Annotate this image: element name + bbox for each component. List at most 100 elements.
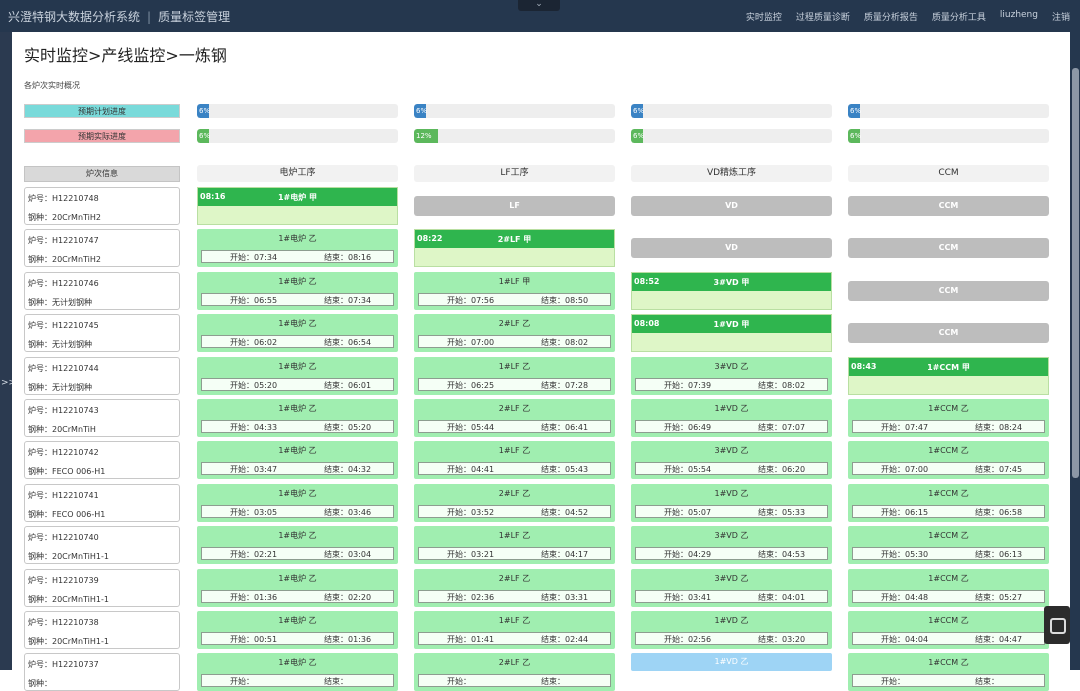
module-title[interactable]: 质量标签管理 bbox=[158, 10, 231, 24]
stage-cell-completed[interactable]: 1#CCM 乙开始：07:47 结束：08:24 bbox=[848, 399, 1049, 437]
start-time: 08:16 bbox=[200, 192, 226, 201]
stage-cell-completed[interactable]: 3#VD 乙开始：04:29 结束：04:53 bbox=[631, 526, 832, 565]
equipment-name: 1#CCM 甲 bbox=[927, 362, 970, 372]
equipment-name: 1#LF 乙 bbox=[498, 531, 531, 541]
nav-username[interactable]: liuzheng bbox=[999, 10, 1038, 20]
stage-cell-completed[interactable]: 1#LF 乙开始：06:25 结束：07:28 bbox=[414, 356, 615, 395]
stage-cell-in-progress[interactable]: 2#LF 甲 08:22 bbox=[414, 229, 615, 268]
stage-cell-in-progress[interactable]: 3#VD 甲 08:52 bbox=[631, 271, 832, 310]
steel-grade: 钢种：无计划钢种 bbox=[28, 340, 92, 350]
equipment-name: 1#电炉 乙 bbox=[278, 616, 317, 625]
time-range: 开始：06:15 结束：06:58 bbox=[852, 504, 1045, 518]
stage-cell-completed[interactable]: 1#LF 乙开始：03:21 结束：04:17 bbox=[414, 526, 615, 565]
furnace-card[interactable]: 炉号：H12210741 钢种：FECO 006-H1 bbox=[24, 483, 180, 522]
stage-cell-in-progress[interactable]: 1#电炉 甲 08:16 bbox=[197, 187, 398, 225]
nav-logout[interactable]: 注销 bbox=[1051, 13, 1070, 23]
stage-cell-in-progress[interactable]: 1#VD 甲 08:08 bbox=[631, 314, 832, 353]
furnace-info-header: 炉次信息 bbox=[24, 166, 180, 182]
stage-cell-completed[interactable]: 2#LF 乙开始： 结束： bbox=[414, 653, 615, 691]
stage-cell-completed[interactable]: 2#LF 乙开始：07:00 结束：08:02 bbox=[414, 314, 615, 353]
furnace-card[interactable]: 炉号：H12210737 钢种： bbox=[24, 653, 180, 691]
stage-cell-completed[interactable]: 1#LF 乙开始：04:41 结束：05:43 bbox=[414, 441, 615, 480]
scrollbar-thumb[interactable] bbox=[1072, 68, 1079, 478]
stage-cell-completed[interactable]: 1#CCM 乙开始：06:15 结束：06:58 bbox=[848, 483, 1049, 522]
stage-cell-completed[interactable]: 2#LF 乙开始：03:52 结束：04:52 bbox=[414, 483, 615, 522]
furnace-card[interactable]: 炉号：H12210744 钢种：无计划钢种 bbox=[24, 356, 180, 395]
stage-cell-completed[interactable]: 1#VD 乙开始：05:07 结束：05:33 bbox=[631, 483, 832, 522]
steel-grade: 钢种：20CrMnTiH1-1 bbox=[28, 637, 109, 646]
stage-cell-in-progress[interactable]: 1#CCM 甲 08:43 bbox=[848, 356, 1049, 395]
furnace-card[interactable]: 炉号：H12210740 钢种：20CrMnTiH1-1 bbox=[24, 526, 180, 565]
stage-cell-completed[interactable]: 1#LF 乙开始：01:41 结束：02:44 bbox=[414, 611, 615, 649]
furnace-card[interactable]: 炉号：H12210745 钢种：无计划钢种 bbox=[24, 314, 180, 353]
collapse-header-button[interactable]: ⌄ bbox=[518, 0, 560, 11]
in-progress-header: 1#CCM 甲 08:43 bbox=[849, 357, 1048, 376]
stage-cell-pending[interactable]: LF bbox=[414, 196, 615, 216]
stage-cell-completed[interactable]: 1#电炉 乙开始：04:33 结束：05:20 bbox=[197, 399, 398, 437]
furnace-card[interactable]: 炉号：H12210748 钢种：20CrMnTiH2 bbox=[24, 187, 180, 225]
stage-cell-completed[interactable]: 1#CCM 乙开始：05:30 结束：06:13 bbox=[848, 526, 1049, 565]
stage-cell-pending[interactable]: VD bbox=[631, 196, 832, 216]
stage-cell-highlighted[interactable]: 1#VD 乙 bbox=[631, 653, 832, 672]
furnace-card[interactable]: 炉号：H12210739 钢种：20CrMnTiH1-1 bbox=[24, 568, 180, 607]
floating-app-icon[interactable] bbox=[1044, 606, 1070, 644]
stage-cell-completed[interactable]: 1#电炉 乙开始：02:21 结束：03:04 bbox=[197, 526, 398, 565]
stage-cell-pending[interactable]: CCM bbox=[848, 280, 1049, 301]
equipment-name: 1#电炉 乙 bbox=[278, 446, 317, 456]
stage-cell-pending[interactable]: CCM bbox=[848, 238, 1049, 259]
furnace-card[interactable]: 炉号：H12210743 钢种：20CrMnTiH bbox=[24, 399, 180, 437]
steel-grade: 钢种：无计划钢种 bbox=[28, 297, 92, 307]
stage-cell-completed[interactable]: 1#VD 乙开始：02:56 结束：03:20 bbox=[631, 611, 832, 649]
stage-cell-completed[interactable]: 1#电炉 乙开始：03:47 结束：04:32 bbox=[197, 441, 398, 480]
actual-progress-bar-ccm: 6% bbox=[848, 129, 1049, 143]
time-range: 开始：01:36 结束：02:20 bbox=[201, 589, 394, 603]
equipment-name: 2#LF 甲 bbox=[497, 235, 532, 245]
equipment-name: 1#VD 甲 bbox=[713, 320, 750, 330]
stage-cell-completed[interactable]: 3#VD 乙开始：05:54 结束：06:20 bbox=[631, 441, 832, 480]
expand-sidebar-icon[interactable]: >> bbox=[1, 378, 17, 388]
furnace-card[interactable]: 炉号：H12210747 钢种：20CrMnTiH2 bbox=[24, 229, 180, 268]
stage-cell-completed[interactable]: 3#VD 乙开始：07:39 结束：08:02 bbox=[631, 356, 832, 395]
nav-quality-report[interactable]: 质量分析报告 bbox=[863, 13, 918, 23]
furnace-card[interactable]: 炉号：H12210746 钢种：无计划钢种 bbox=[24, 271, 180, 310]
stage-cell-completed[interactable]: 1#电炉 乙开始：03:05 结束：03:46 bbox=[197, 483, 398, 522]
stage-cell-completed[interactable]: 1#CCM 乙开始： 结束： bbox=[848, 653, 1049, 691]
stage-cell-completed[interactable]: 1#电炉 乙开始：06:02 结束：06:54 bbox=[197, 314, 398, 353]
stage-cell-completed[interactable]: 1#LF 甲开始：07:56 结束：08:50 bbox=[414, 271, 615, 310]
stage-cell-completed[interactable]: 1#CCM 乙开始：04:48 结束：05:27 bbox=[848, 568, 1049, 607]
stage-cell-pending[interactable]: CCM bbox=[848, 323, 1049, 344]
nav-realtime-monitor[interactable]: 实时监控 bbox=[745, 13, 782, 23]
start-time: 08:08 bbox=[634, 319, 660, 329]
stage-cell-completed[interactable]: 1#电炉 乙开始：07:34 结束：08:16 bbox=[197, 229, 398, 268]
scrollbar-track[interactable] bbox=[1070, 32, 1080, 670]
furnace-number: 炉号：H12210745 bbox=[28, 321, 99, 331]
start-time: 08:52 bbox=[634, 276, 660, 286]
equipment-name: 1#CCM 乙 bbox=[928, 658, 969, 668]
stage-cell-completed[interactable]: 1#VD 乙开始：06:49 结束：07:07 bbox=[631, 399, 832, 437]
start-time: 开始：06:15 bbox=[881, 507, 929, 517]
stage-cell-completed[interactable]: 2#LF 乙开始：05:44 结束：06:41 bbox=[414, 399, 615, 437]
equipment-name: 1#电炉 乙 bbox=[278, 234, 317, 244]
nav-quality-tools[interactable]: 质量分析工具 bbox=[931, 13, 986, 23]
time-range: 开始：04:33 结束：05:20 bbox=[201, 420, 394, 433]
stage-cell-completed[interactable]: 2#LF 乙开始：02:36 结束：03:31 bbox=[414, 568, 615, 607]
end-time: 结束：08:02 bbox=[758, 380, 806, 390]
stage-cell-completed[interactable]: 1#CCM 乙开始：07:00 结束：07:45 bbox=[848, 441, 1049, 480]
stage-cell-pending[interactable]: VD bbox=[631, 238, 832, 259]
stage-cell-completed[interactable]: 1#电炉 乙开始：05:20 结束：06:01 bbox=[197, 356, 398, 395]
stage-cell-completed[interactable]: 1#电炉 乙开始：00:51 结束：01:36 bbox=[197, 611, 398, 649]
stage-cell-pending[interactable]: CCM bbox=[848, 196, 1049, 216]
furnace-card[interactable]: 炉号：H12210738 钢种：20CrMnTiH1-1 bbox=[24, 611, 180, 649]
furnace-card[interactable]: 炉号：H12210742 钢种：FECO 006-H1 bbox=[24, 441, 180, 480]
steel-grade: 钢种：20CrMnTiH bbox=[28, 425, 96, 434]
time-range: 开始：03:21 结束：04:17 bbox=[418, 547, 611, 561]
stage-cell-completed[interactable]: 1#电炉 乙开始：06:55 结束：07:34 bbox=[197, 271, 398, 310]
stage-cell-completed[interactable]: 1#CCM 乙开始：04:04 结束：04:47 bbox=[848, 611, 1049, 649]
stage-cell-completed[interactable]: 1#电炉 乙开始： 结束： bbox=[197, 653, 398, 691]
end-time: 结束： bbox=[324, 677, 348, 687]
stage-cell-completed[interactable]: 1#电炉 乙开始：01:36 结束：02:20 bbox=[197, 568, 398, 607]
stage-cell-completed[interactable]: 3#VD 乙开始：03:41 结束：04:01 bbox=[631, 568, 832, 607]
nav-process-quality-diagnosis[interactable]: 过程质量诊断 bbox=[795, 13, 850, 23]
stage-header-vd: VD精炼工序 bbox=[631, 165, 832, 182]
end-time: 结束：04:17 bbox=[541, 550, 589, 560]
